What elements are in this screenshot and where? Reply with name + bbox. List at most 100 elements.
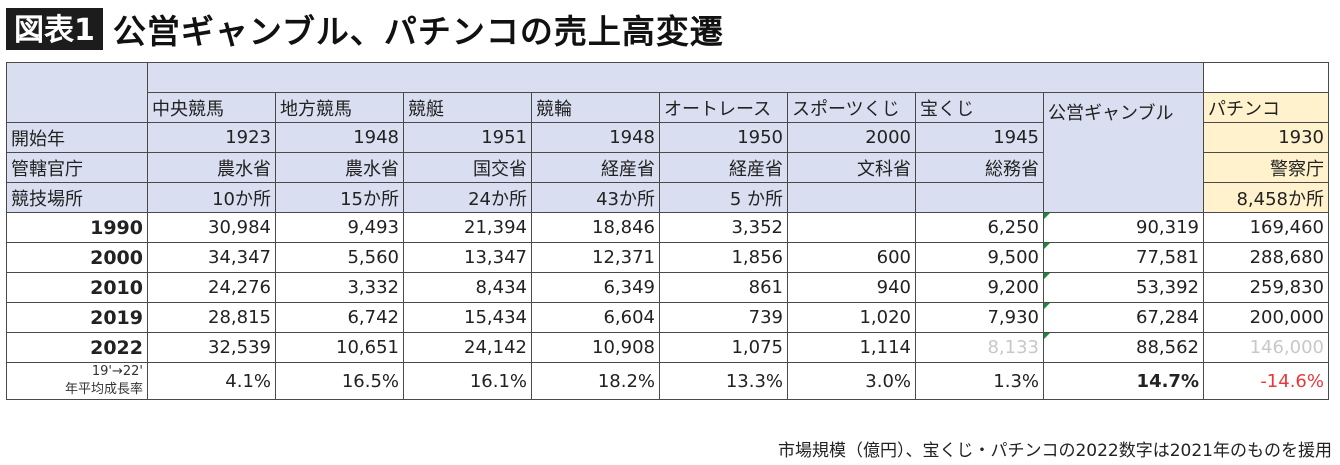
table-cell: 200,000 <box>1203 302 1329 333</box>
table-cell: 15,434 <box>403 302 532 333</box>
table-cell: 警察庁 <box>1203 152 1329 183</box>
table-cell <box>915 182 1044 213</box>
info-row: 開始年 1923 1948 1951 1948 1950 2000 1945 1… <box>6 122 1329 153</box>
table-cell: 24,142 <box>403 332 532 363</box>
table-cell: 8,434 <box>403 272 532 303</box>
table-cell: 2000 <box>787 122 916 153</box>
table-cell: 1948 <box>275 122 404 153</box>
page-title: 公営ギャンブル、パチンコの売上高変遷 <box>112 12 724 51</box>
table-cell: 1951 <box>403 122 532 153</box>
info-row: 競技場所 10か所 15か所 24か所 43か所 5 か所 8,458か所 <box>6 182 1329 213</box>
table-cell: 1,075 <box>659 332 788 363</box>
year-label: 2019 <box>6 302 148 333</box>
table-cell: 9,200 <box>915 272 1044 303</box>
table-cell: 1945 <box>915 122 1044 153</box>
table-row: 2010 24,276 3,332 8,434 6,349 861 940 9,… <box>6 272 1329 303</box>
table-cell: 5,560 <box>275 242 404 273</box>
header-top-row <box>6 62 1329 123</box>
table-cell: 9,493 <box>275 212 404 243</box>
growth-label-text: 年平均成長率 <box>64 382 143 397</box>
header-corner <box>6 62 148 123</box>
title-bar: 図表1 公営ギャンブル、パチンコの売上高変遷 <box>6 4 724 54</box>
table-cell: 8,458か所 <box>1203 182 1329 213</box>
year-label: 2000 <box>6 242 148 273</box>
table-cell: 9,500 <box>915 242 1044 273</box>
header-blank <box>1203 62 1329 93</box>
column-header: 地方競馬 <box>275 92 404 123</box>
column-header-pachinko: パチンコ <box>1203 92 1329 123</box>
table-cell: 6,349 <box>531 272 660 303</box>
table-cell: 24,276 <box>147 272 276 303</box>
table-cell: 16.1% <box>403 362 532 400</box>
column-header: 競輪 <box>531 92 660 123</box>
column-header: オートレース <box>659 92 788 123</box>
table-cell: 288,680 <box>1203 242 1329 273</box>
table-row: 1990 30,984 9,493 21,394 18,846 3,352 6,… <box>6 212 1329 243</box>
table-cell: 259,830 <box>1203 272 1329 303</box>
growth-row: 19'→22' 年平均成長率 4.1% 16.5% 16.1% 18.2% 13… <box>6 362 1329 400</box>
table-cell: 861 <box>659 272 788 303</box>
table-cell: 15か所 <box>275 182 404 213</box>
table-cell: 32,539 <box>147 332 276 363</box>
table-cell: 経産省 <box>531 152 660 183</box>
figure-badge: 図表1 <box>6 8 103 50</box>
table-cell: 14.7% <box>1043 362 1204 400</box>
table-cell: 28,815 <box>147 302 276 333</box>
table-cell: 1923 <box>147 122 276 153</box>
table-cell: 43か所 <box>531 182 660 213</box>
table-row: 2019 28,815 6,742 15,434 6,604 739 1,020… <box>6 302 1329 333</box>
table-cell: 農水省 <box>275 152 404 183</box>
table-cell: 1.3% <box>915 362 1044 400</box>
table-cell: 21,394 <box>403 212 532 243</box>
table-cell: 30,984 <box>147 212 276 243</box>
year-label: 2022 <box>6 332 148 363</box>
table-cell: 4.1% <box>147 362 276 400</box>
table-cell: 10か所 <box>147 182 276 213</box>
table-cell: 18,846 <box>531 212 660 243</box>
growth-row-label: 19'→22' 年平均成長率 <box>6 362 148 400</box>
column-header-row: 中央競馬 地方競馬 競艇 競輪 オートレース スポーツくじ 宝くじ 公営ギャンブ… <box>7 92 1329 213</box>
row-label: 開始年 <box>6 122 148 153</box>
table-cell: 5 か所 <box>659 182 788 213</box>
row-label: 競技場所 <box>6 182 148 213</box>
column-header: 競艇 <box>403 92 532 123</box>
sales-table: 中央競馬 地方競馬 競艇 競輪 オートレース スポーツくじ 宝くじ 公営ギャンブ… <box>6 62 1329 400</box>
table-cell: 文科省 <box>787 152 916 183</box>
table-cell: 6,742 <box>275 302 404 333</box>
table-cell <box>787 182 916 213</box>
table-cell: 34,347 <box>147 242 276 273</box>
table-cell: 67,284 <box>1043 302 1204 333</box>
info-row: 管轄官庁 農水省 農水省 国交省 経産省 経産省 文科省 総務省 警察庁 <box>6 152 1329 183</box>
column-header: 宝くじ <box>915 92 1044 123</box>
table-cell: 90,319 <box>1043 212 1204 243</box>
table-cell: 12,371 <box>531 242 660 273</box>
column-header: スポーツくじ <box>787 92 916 123</box>
table-cell: 3.0% <box>787 362 916 400</box>
year-label: 2010 <box>6 272 148 303</box>
row-label: 管轄官庁 <box>6 152 148 183</box>
table-cell: 6,250 <box>915 212 1044 243</box>
table-row: 2000 34,347 5,560 13,347 12,371 1,856 60… <box>6 242 1329 273</box>
table-cell-estimated: 146,000 <box>1203 332 1329 363</box>
table-cell: 1,114 <box>787 332 916 363</box>
table-cell: 13.3% <box>659 362 788 400</box>
table-cell: 1930 <box>1203 122 1329 153</box>
table-cell: 600 <box>787 242 916 273</box>
table-cell: 16.5% <box>275 362 404 400</box>
growth-label-period: 19'→22' <box>91 364 143 379</box>
table-cell: 農水省 <box>147 152 276 183</box>
table-cell: 88,562 <box>1043 332 1204 363</box>
table-cell: 1948 <box>531 122 660 153</box>
year-label: 1990 <box>6 212 148 243</box>
table-cell: 77,581 <box>1043 242 1204 273</box>
table-cell: 国交省 <box>403 152 532 183</box>
table-cell: 13,347 <box>403 242 532 273</box>
column-header-public-gambling: 公営ギャンブル <box>1043 92 1204 213</box>
column-header: 中央競馬 <box>147 92 276 123</box>
table-cell: 7,930 <box>915 302 1044 333</box>
table-cell: 53,392 <box>1043 272 1204 303</box>
table-cell <box>787 212 916 243</box>
table-cell: 1,020 <box>787 302 916 333</box>
table-cell: 1,856 <box>659 242 788 273</box>
header-band <box>147 62 1204 93</box>
